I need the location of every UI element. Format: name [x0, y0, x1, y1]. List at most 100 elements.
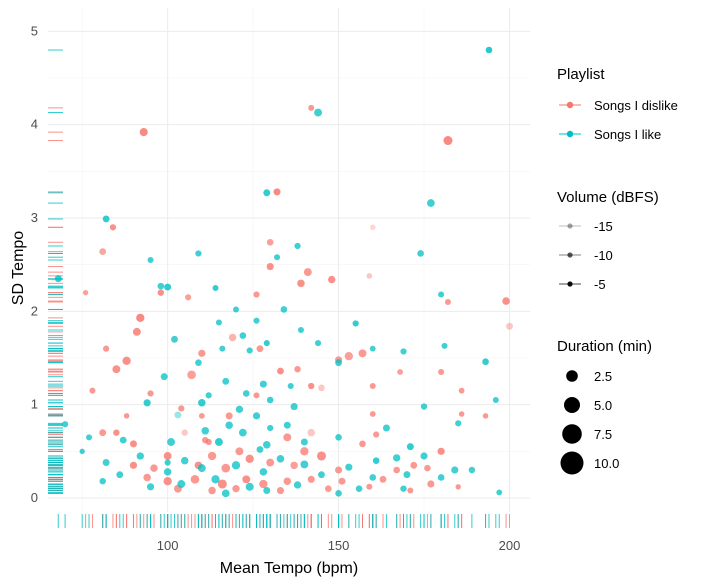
data-point	[266, 238, 274, 246]
data-point	[277, 367, 284, 375]
data-point	[201, 427, 210, 435]
data-point	[253, 317, 260, 324]
data-point	[195, 250, 202, 257]
data-point	[410, 461, 418, 469]
data-point	[444, 298, 451, 306]
data-point	[372, 457, 380, 464]
data-point	[293, 481, 302, 489]
data-point	[211, 475, 220, 484]
data-point	[482, 358, 489, 366]
data-point	[273, 188, 281, 196]
legend-key-point	[567, 223, 573, 229]
data-point	[102, 215, 110, 223]
data-point	[352, 320, 359, 327]
data-point	[177, 480, 186, 488]
y-tick-label: 3	[31, 210, 38, 225]
data-point	[393, 466, 400, 474]
data-point	[259, 380, 267, 388]
data-point	[407, 487, 414, 494]
legend-label-playlist: Songs I like	[594, 127, 661, 142]
data-point	[54, 275, 62, 283]
data-point	[359, 440, 366, 448]
data-point	[259, 468, 268, 476]
data-point	[109, 224, 117, 231]
data-point	[187, 370, 196, 380]
data-point	[325, 485, 332, 492]
data-point	[280, 306, 288, 313]
data-point	[225, 421, 233, 429]
data-point	[263, 189, 271, 197]
data-point	[122, 356, 131, 365]
data-point	[195, 359, 202, 366]
data-point	[197, 464, 206, 473]
data-point	[222, 377, 230, 385]
data-point	[283, 433, 292, 442]
legend-label-duration: 5.0	[594, 398, 612, 413]
data-point	[335, 466, 343, 474]
data-point	[355, 485, 363, 492]
x-tick-label: 200	[499, 538, 521, 553]
legend-label-duration: 7.5	[594, 427, 612, 442]
data-point	[290, 402, 298, 411]
data-point	[369, 474, 377, 481]
data-point	[164, 283, 172, 291]
data-point	[335, 359, 342, 367]
data-point	[366, 483, 373, 490]
legend-label-volume: -15	[594, 219, 613, 234]
data-point	[242, 475, 251, 484]
legend-label-volume: -5	[594, 277, 606, 292]
data-point	[505, 322, 513, 330]
data-point	[157, 282, 165, 290]
data-point	[502, 297, 510, 305]
data-point	[458, 411, 465, 417]
data-point	[400, 485, 407, 492]
data-point	[235, 405, 244, 414]
data-point	[274, 254, 281, 261]
legend-label-duration: 10.0	[594, 456, 619, 471]
data-point	[297, 279, 305, 288]
x-tick-label: 100	[157, 538, 179, 553]
y-tick-label: 1	[31, 397, 38, 412]
data-point	[171, 335, 178, 343]
y-tick-label: 0	[31, 490, 38, 505]
legend-key-point	[566, 130, 574, 138]
data-point	[314, 108, 323, 117]
data-point	[112, 365, 121, 374]
data-point	[253, 291, 260, 298]
data-point	[253, 392, 260, 399]
data-point	[89, 387, 96, 394]
y-axis-title: SD Tempo	[10, 231, 27, 306]
data-point	[123, 413, 130, 419]
data-point	[283, 421, 291, 429]
data-point	[190, 474, 200, 484]
data-point	[217, 479, 227, 489]
data-point	[208, 486, 216, 495]
data-point	[157, 289, 165, 296]
legend-title-playlist: Playlist	[557, 66, 605, 83]
data-point	[146, 483, 155, 491]
data-point	[239, 332, 247, 339]
data-point	[438, 291, 445, 298]
data-point	[300, 460, 309, 469]
data-point	[233, 306, 240, 313]
data-point	[86, 434, 93, 441]
data-point	[82, 289, 89, 296]
data-point	[259, 479, 268, 489]
data-point	[205, 392, 212, 399]
data-point	[256, 345, 264, 353]
data-point	[147, 256, 154, 264]
data-point	[263, 340, 270, 347]
data-point	[198, 399, 206, 407]
data-point	[290, 461, 298, 470]
data-point	[397, 369, 403, 375]
data-point	[427, 480, 435, 488]
legend-label-playlist: Songs I dislike	[594, 98, 678, 113]
data-point	[61, 421, 69, 428]
data-point	[160, 373, 168, 381]
data-point	[228, 333, 237, 342]
data-point	[424, 464, 431, 472]
data-point	[245, 482, 254, 491]
data-point	[328, 275, 336, 284]
legend-key-point	[564, 397, 580, 413]
